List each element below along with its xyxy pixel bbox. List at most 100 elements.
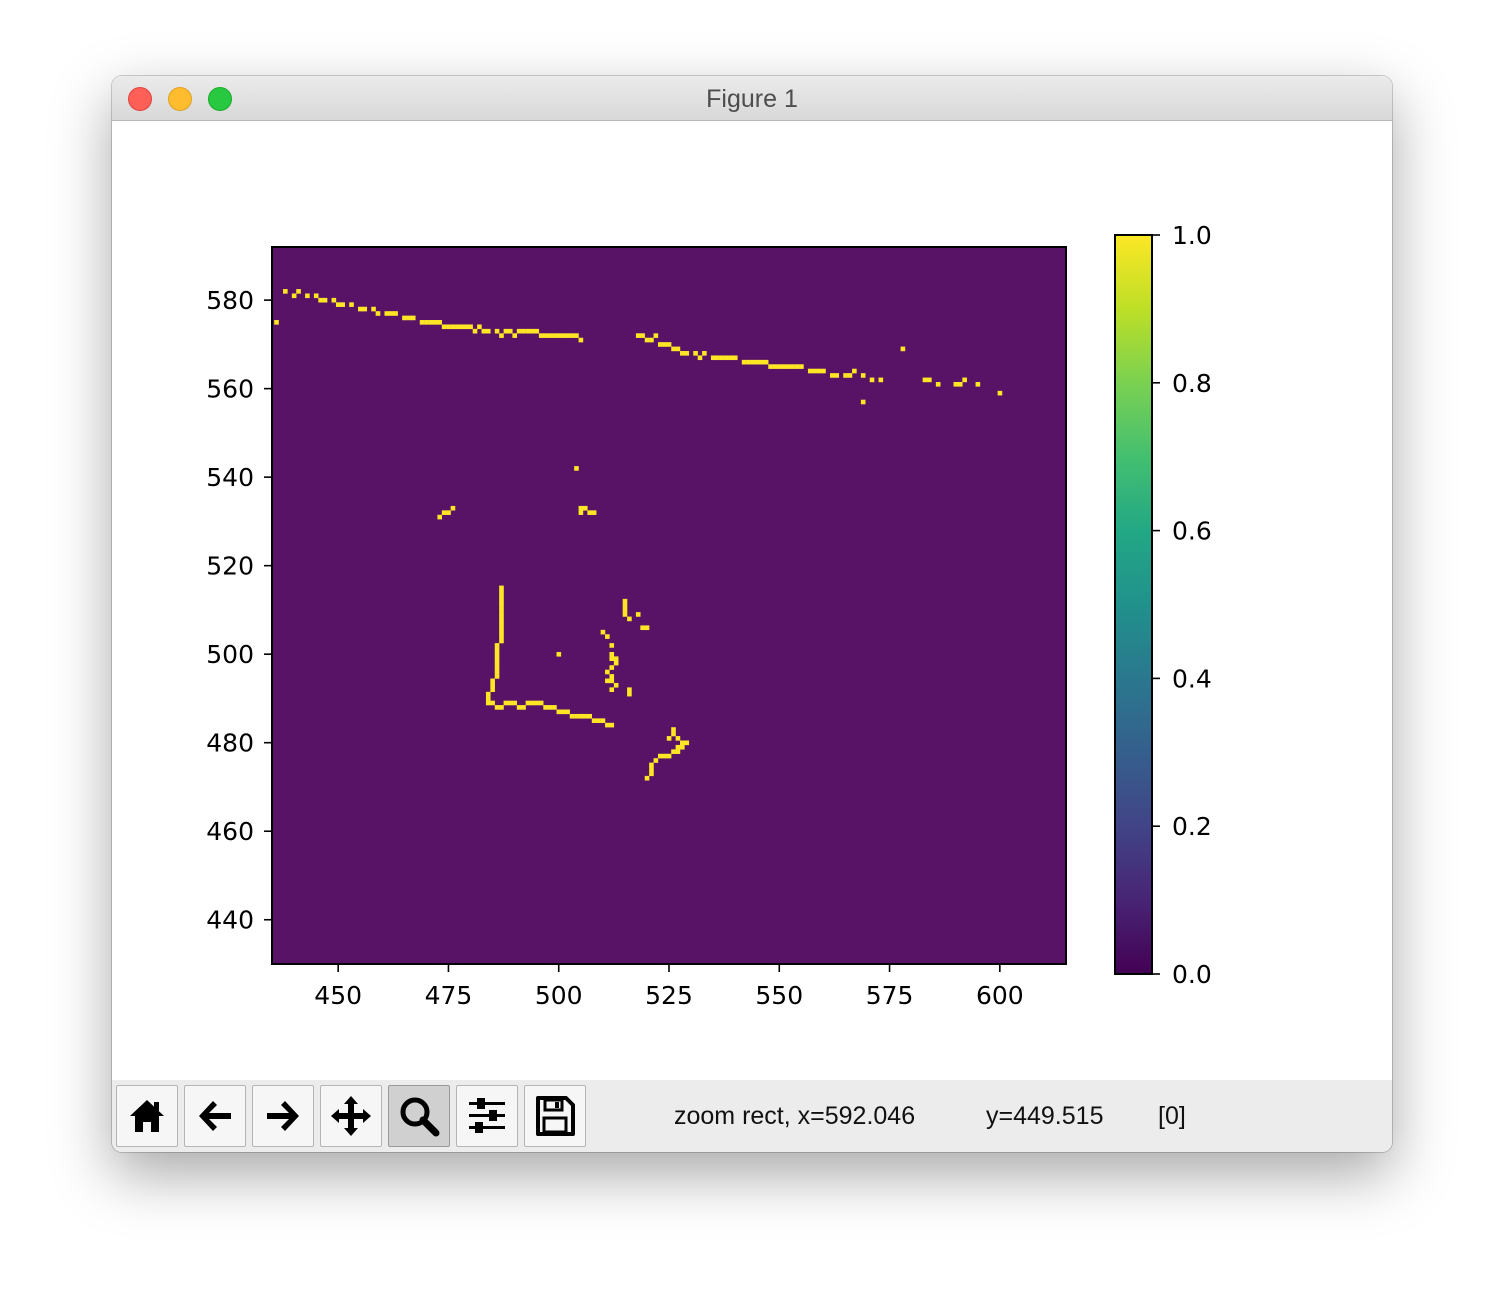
heatmap-cell [543, 333, 548, 338]
heatmap-cell [653, 758, 659, 763]
heatmap-cell [746, 359, 751, 365]
heatmap-cell [763, 359, 769, 365]
heatmap-cell [635, 333, 641, 338]
heatmap-cell [750, 359, 756, 365]
heatmap-cell [569, 713, 575, 719]
heatmap-cell [640, 333, 645, 338]
heatmap-cell [499, 629, 504, 635]
maximize-window-button[interactable] [208, 87, 232, 111]
heatmap-cell [494, 674, 500, 679]
heatmap-cell [503, 328, 509, 334]
heatmap-cell [433, 320, 438, 325]
heatmap-cell [697, 355, 703, 361]
heatmap-cell [755, 359, 760, 365]
heatmap-cell [605, 678, 610, 684]
heatmap-cell [525, 328, 531, 334]
colorbar [1114, 234, 1153, 975]
heatmap-cell [715, 355, 720, 361]
heatmap-cell [635, 612, 641, 617]
heatmap-cell [622, 603, 628, 608]
heatmap-cell [406, 315, 412, 321]
heatmap-cell [490, 678, 495, 684]
heatmap-cell [534, 328, 540, 334]
heatmap-cell [675, 736, 681, 741]
figure-canvas[interactable]: 450 475 500 525 550 575 600 440 460 480 500 520 540 5… [112, 121, 1392, 1080]
heatmap-cell [481, 328, 487, 334]
heatmap-cell [649, 762, 654, 768]
heatmap-cell [331, 297, 337, 303]
heatmap-cell [490, 682, 495, 688]
heatmap-cell [627, 687, 632, 693]
colorbar-tick-label: 0.8 [1172, 369, 1212, 398]
home-button[interactable] [116, 1085, 178, 1147]
heatmap-cell [494, 705, 500, 710]
heatmap-cell [807, 368, 813, 374]
minimize-window-button[interactable] [168, 87, 192, 111]
heatmap-cell [609, 651, 615, 657]
heatmap-cell [680, 740, 685, 746]
heatmap-cell [653, 333, 659, 338]
heatmap-cell [512, 333, 518, 338]
heatmap-cell [499, 638, 504, 644]
figure-window: Figure 1 450 475 500 525 550 575 600 440 460 480 5… [112, 76, 1392, 1152]
colorbar-tick-label: 0.6 [1172, 517, 1212, 546]
back-button[interactable] [184, 1085, 246, 1147]
heatmap-cell [393, 311, 398, 316]
y-tick-label: 440 [206, 906, 254, 935]
heatmap-cell [560, 333, 566, 338]
configure-subplots-button[interactable] [456, 1085, 518, 1147]
heatmap-cell [759, 359, 765, 365]
arrow-right-icon [267, 1101, 299, 1131]
heatmap-cell [499, 625, 504, 631]
heatmap-cell [494, 651, 500, 657]
close-window-button[interactable] [128, 87, 152, 111]
heatmap-cell [485, 328, 491, 334]
heatmap-cell [649, 767, 654, 772]
heatmap-cell [772, 364, 778, 369]
heatmap-cell [543, 705, 548, 710]
heatmap-cell [644, 337, 650, 343]
heatmap-cell [560, 709, 566, 715]
heatmap-cell [349, 302, 354, 307]
heatmap-cell [953, 381, 959, 387]
heatmap-cell [565, 333, 570, 338]
heatmap-cell [322, 297, 328, 303]
heatmap-cell [710, 355, 716, 361]
heatmap-cell [556, 709, 562, 715]
y-tick-label: 520 [206, 552, 254, 581]
heatmap-cell [644, 625, 650, 631]
heatmap-cell [450, 324, 456, 330]
heatmap-cell [499, 598, 504, 604]
heatmap-cell [662, 753, 667, 759]
heatmap-cell [582, 713, 588, 719]
heatmap-cell [600, 718, 606, 723]
heatmap-chart[interactable]: 450 475 500 525 550 575 600 440 460 480 500 520 540 5… [112, 121, 1392, 1080]
heatmap-cell [375, 311, 381, 316]
colorbar-tick-label: 0.0 [1172, 960, 1212, 989]
pan-button[interactable] [320, 1085, 382, 1147]
heatmap-cell [516, 328, 522, 334]
heatmap-cell [596, 718, 601, 723]
heatmap-cell [622, 607, 628, 613]
heatmap-cell [499, 705, 504, 710]
title-bar[interactable]: Figure 1 [112, 76, 1392, 121]
heatmap-cell [490, 687, 495, 693]
heatmap-cell [446, 510, 451, 515]
heatmap-cell [384, 311, 390, 316]
heatmap-cell [622, 612, 628, 617]
heatmap-cell [578, 713, 584, 719]
heatmap-cell [538, 700, 544, 706]
heatmap-cell [605, 722, 610, 728]
forward-button[interactable] [252, 1085, 314, 1147]
heatmap-cell [794, 364, 800, 369]
x-tick-label: 475 [425, 981, 473, 1010]
heatmap-cell [305, 293, 310, 299]
zoom-icon [400, 1097, 440, 1137]
save-button[interactable] [524, 1085, 586, 1147]
heatmap-cell [499, 612, 504, 617]
x-tick-label: 550 [755, 981, 803, 1010]
heatmap-cell [843, 373, 848, 378]
zoom-button[interactable] [388, 1085, 450, 1147]
heatmap-cell [785, 364, 791, 369]
heatmap-cell [613, 660, 619, 666]
